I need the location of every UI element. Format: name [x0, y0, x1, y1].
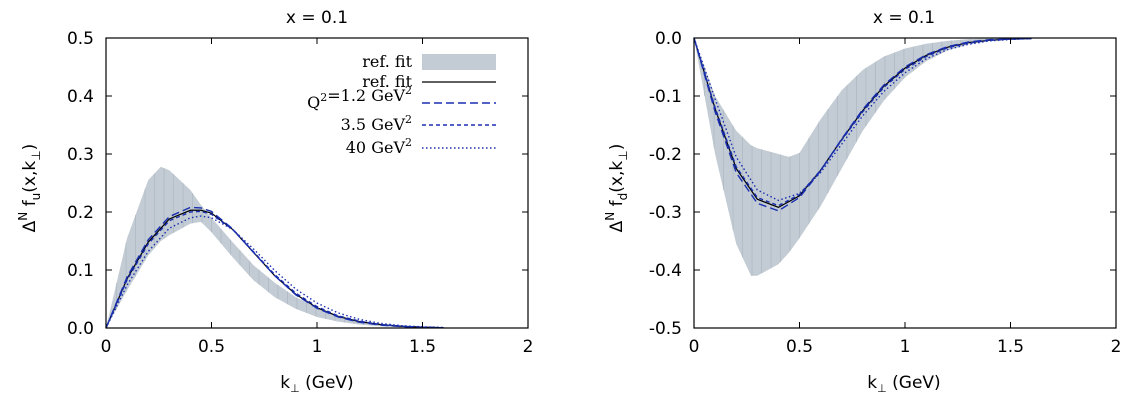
right-x-axis-label: k⊥ (GeV) — [867, 373, 940, 394]
x-tick-label: 1.5 — [409, 337, 436, 357]
right-uncertainty-band — [694, 38, 1053, 276]
series-line-dotted — [693, 37, 1032, 202]
left-x-axis: 0 0.5 1 1.5 2 — [101, 38, 534, 357]
legend-label: 3.5 GeV2 — [341, 113, 412, 134]
y-tick-label: -0.2 — [649, 145, 682, 165]
series-line-short-dashed — [105, 210, 444, 329]
uncertainty-band — [694, 38, 1053, 276]
right-chart-title: x = 0.1 — [873, 8, 935, 28]
right-y-axis-label: ΔN fd(x,k⊥) — [603, 144, 630, 233]
x-tick-label: 0 — [101, 337, 112, 357]
x-tick-label: 1 — [900, 337, 911, 357]
y-tick-label: -0.4 — [649, 261, 682, 281]
y-tick-label: 0.1 — [67, 261, 94, 281]
y-tick-label: -0.1 — [649, 87, 682, 107]
right-chart: x = 0.1 0 0.5 1 1.5 2 0.0 -0.1 -0.2 -0.3 -0.4 -0.… — [603, 8, 1121, 394]
left-uncertainty-band — [106, 166, 465, 328]
x-tick-label: 1.5 — [997, 337, 1024, 357]
y-tick-label: -0.3 — [649, 203, 682, 223]
legend-label: 40 GeV2 — [346, 136, 412, 157]
y-tick-label: -0.5 — [649, 319, 682, 339]
x-tick-label: 2 — [523, 337, 534, 357]
left-curves — [105, 206, 444, 329]
uncertainty-band — [106, 166, 465, 328]
series-line-short-dashed — [693, 37, 1032, 207]
legend-label: ref. fit — [362, 72, 412, 91]
x-tick-label: 0 — [689, 337, 700, 357]
x-tick-label: 0.5 — [786, 337, 813, 357]
left-y-axis: 0.0 0.1 0.2 0.3 0.4 0.5 — [67, 29, 528, 339]
left-y-axis-label: ΔN fu(x,k⊥) — [16, 144, 43, 233]
left-x-axis-label: k⊥ (GeV) — [280, 373, 353, 394]
left-chart-title: x = 0.1 — [286, 8, 348, 28]
x-tick-label: 1 — [312, 337, 323, 357]
y-tick-label: 0.5 — [67, 29, 94, 49]
y-tick-label: 0.2 — [67, 203, 94, 223]
y-tick-label: 0.3 — [67, 145, 94, 165]
left-chart: x = 0.1 0 0.5 1 1.5 2 0.0 0.1 0.2 0.3 0.4 0.5 k⊥ … — [16, 8, 533, 394]
right-curves — [693, 37, 1032, 212]
x-tick-label: 0.5 — [198, 337, 225, 357]
legend-swatch-band — [422, 54, 496, 70]
x-tick-label: 2 — [1111, 337, 1121, 357]
y-tick-label: 0.4 — [67, 87, 94, 107]
y-tick-label: 0.0 — [655, 29, 682, 49]
right-y-axis: 0.0 -0.1 -0.2 -0.3 -0.4 -0.5 — [649, 29, 1116, 339]
y-tick-label: 0.0 — [67, 319, 94, 339]
legend-label: Q2=1.2 GeV2 — [307, 84, 412, 112]
legend-label: ref. fit — [362, 52, 412, 71]
right-x-axis: 0 0.5 1 1.5 2 — [689, 38, 1121, 357]
series-line-dashed — [693, 37, 1032, 212]
